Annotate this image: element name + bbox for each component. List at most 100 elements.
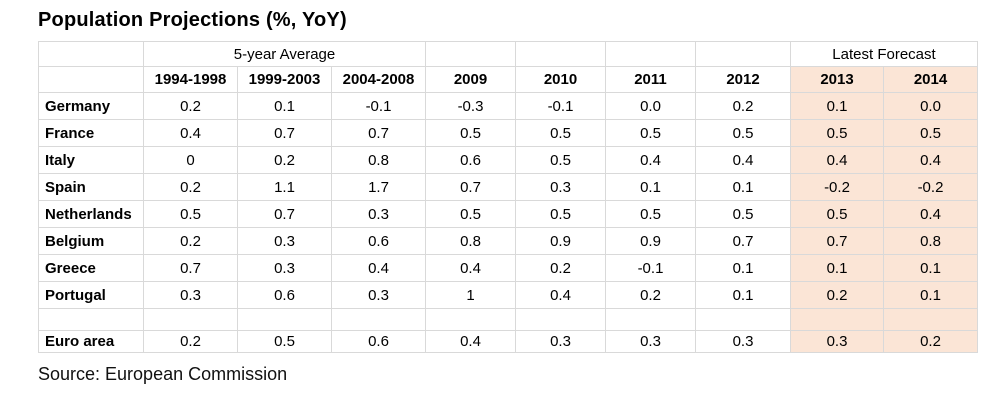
cell-value: 0.0 <box>605 92 696 120</box>
cell-value: -0.2 <box>790 173 884 201</box>
group-header-row: 5-year Average Latest Forecast <box>38 41 978 67</box>
cell-value: 0.4 <box>605 146 696 174</box>
cell-value: 1.1 <box>237 173 332 201</box>
cell-value: 0.4 <box>425 330 516 353</box>
row-label-spain: Spain <box>38 173 144 201</box>
col-header-2011: 2011 <box>605 66 696 93</box>
cell-value: 0.5 <box>695 200 791 228</box>
cell-value <box>605 308 696 331</box>
col-header-1999-2003: 1999-2003 <box>237 66 332 93</box>
cell-value: 0.2 <box>143 92 238 120</box>
cell-value: 0.7 <box>143 254 238 282</box>
col-header-2012: 2012 <box>695 66 791 93</box>
cell-value: 0.4 <box>425 254 516 282</box>
col-header-2004-2008: 2004-2008 <box>331 66 426 93</box>
cell-value <box>425 308 516 331</box>
table-row: Greece 0.7 0.3 0.4 0.4 0.2 -0.1 0.1 0.1 0.1 <box>38 254 978 282</box>
group-header-5yr-average: 5-year Average <box>143 41 426 67</box>
cell-value: 0.4 <box>883 146 978 174</box>
table-row: Italy 0 0.2 0.8 0.6 0.5 0.4 0.4 0.4 0.4 <box>38 146 978 174</box>
cell-value: 0.3 <box>237 254 332 282</box>
cell-value: 0.7 <box>695 227 791 255</box>
col-header-2010: 2010 <box>515 66 606 93</box>
cell-value: 0.2 <box>790 281 884 309</box>
cell-value: 0.3 <box>515 173 606 201</box>
row-label-belgium: Belgium <box>38 227 144 255</box>
cell-value <box>790 308 884 331</box>
cell-value: 0.1 <box>695 173 791 201</box>
cell-value: 0.4 <box>331 254 426 282</box>
cell-value: 0.3 <box>143 281 238 309</box>
row-label-portugal: Portugal <box>38 281 144 309</box>
row-label-germany: Germany <box>38 92 144 120</box>
group-header-blank-2012 <box>695 41 791 67</box>
table-title: Population Projections (%, YoY) <box>38 9 347 31</box>
cell-value: 0.7 <box>331 119 426 147</box>
cell-value: 0.1 <box>790 92 884 120</box>
cell-value: 0.3 <box>695 330 791 353</box>
cell-value: 0.5 <box>425 200 516 228</box>
cell-value: 0.3 <box>515 330 606 353</box>
table-row: France 0.4 0.7 0.7 0.5 0.5 0.5 0.5 0.5 0.5 <box>38 119 978 147</box>
group-header-latest-forecast: Latest Forecast <box>790 41 978 67</box>
cell-value: 0.2 <box>605 281 696 309</box>
cell-value: 1.7 <box>331 173 426 201</box>
population-projections-table: 5-year Average Latest Forecast 1994-1998 19… <box>38 41 978 353</box>
col-header-1994-1998: 1994-1998 <box>143 66 238 93</box>
cell-value: 0.8 <box>425 227 516 255</box>
corner-blank-cell <box>38 41 144 67</box>
group-header-blank-2009 <box>425 41 516 67</box>
cell-value: -0.2 <box>883 173 978 201</box>
cell-value: 0.0 <box>883 92 978 120</box>
cell-value: 0.5 <box>790 200 884 228</box>
row-label-netherlands: Netherlands <box>38 200 144 228</box>
col-header-2013: 2013 <box>790 66 884 93</box>
table-row: Belgium 0.2 0.3 0.6 0.8 0.9 0.9 0.7 0.7 0.8 <box>38 227 978 255</box>
cell-value: 0.9 <box>515 227 606 255</box>
cell-value <box>883 308 978 331</box>
cell-value: 0.2 <box>237 146 332 174</box>
cell-value <box>237 308 332 331</box>
col-header-2014: 2014 <box>883 66 978 93</box>
cell-value: 0.9 <box>605 227 696 255</box>
cell-value: 0.4 <box>695 146 791 174</box>
cell-value: 0.2 <box>143 227 238 255</box>
table-row: Netherlands 0.5 0.7 0.3 0.5 0.5 0.5 0.5 0.5 0.4 <box>38 200 978 228</box>
cell-value: 0.6 <box>425 146 516 174</box>
cell-value: 0.3 <box>237 227 332 255</box>
cell-value: 0.7 <box>790 227 884 255</box>
cell-value: 0.5 <box>605 200 696 228</box>
cell-value: 0.5 <box>237 330 332 353</box>
cell-value <box>515 308 606 331</box>
row-label-france: France <box>38 119 144 147</box>
cell-value: 0.8 <box>883 227 978 255</box>
cell-value: 0.1 <box>605 173 696 201</box>
spacer-row <box>38 308 978 331</box>
cell-value: 0.1 <box>695 254 791 282</box>
cell-value: 1 <box>425 281 516 309</box>
cell-value: 0.5 <box>515 146 606 174</box>
group-header-blank-2010 <box>515 41 606 67</box>
cell-value: -0.3 <box>425 92 516 120</box>
cell-value: 0.8 <box>331 146 426 174</box>
cell-value: 0.1 <box>883 281 978 309</box>
cell-value: 0.6 <box>237 281 332 309</box>
cell-value: -0.1 <box>331 92 426 120</box>
cell-value: 0.5 <box>605 119 696 147</box>
cell-value: 0.6 <box>331 227 426 255</box>
cell-value: 0.5 <box>695 119 791 147</box>
cell-value: 0.3 <box>331 200 426 228</box>
cell-value: 0.3 <box>331 281 426 309</box>
row-label-greece: Greece <box>38 254 144 282</box>
column-header-row: 1994-1998 1999-2003 2004-2008 2009 2010 2011 2… <box>38 66 978 93</box>
table-body: Germany 0.2 0.1 -0.1 -0.3 -0.1 0.0 0.2 0.1 0.0 Fra… <box>38 92 978 353</box>
cell-value: 0.4 <box>515 281 606 309</box>
cell-value: 0.5 <box>790 119 884 147</box>
row-label-blank <box>38 308 144 331</box>
table-row: Spain 0.2 1.1 1.7 0.7 0.3 0.1 0.1 -0.2 -0.2 <box>38 173 978 201</box>
cell-value: 0.7 <box>425 173 516 201</box>
row-label-header-blank <box>38 66 144 93</box>
cell-value: 0.1 <box>237 92 332 120</box>
row-label-euro-area: Euro area <box>38 330 144 353</box>
cell-value: -0.1 <box>605 254 696 282</box>
